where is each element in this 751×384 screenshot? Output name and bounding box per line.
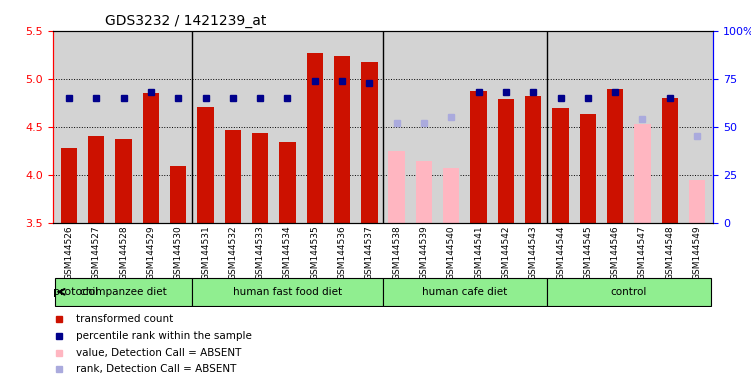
Text: GSM144546: GSM144546 — [611, 225, 620, 280]
Text: GSM144528: GSM144528 — [119, 225, 128, 280]
Text: GSM144540: GSM144540 — [447, 225, 456, 280]
Bar — [580, 114, 596, 223]
Text: GSM144529: GSM144529 — [146, 225, 155, 280]
Text: GSM144548: GSM144548 — [665, 225, 674, 280]
Text: GSM144544: GSM144544 — [556, 225, 565, 280]
Text: protocol: protocol — [53, 287, 98, 297]
Bar — [170, 166, 186, 223]
Text: GSM144530: GSM144530 — [173, 225, 182, 280]
Text: GSM144545: GSM144545 — [584, 225, 593, 280]
Text: GSM144539: GSM144539 — [420, 225, 429, 280]
Text: GSM144538: GSM144538 — [392, 225, 401, 280]
Text: GSM144534: GSM144534 — [283, 225, 292, 280]
Text: GSM144533: GSM144533 — [255, 225, 264, 280]
Text: percentile rank within the sample: percentile rank within the sample — [76, 331, 252, 341]
Bar — [88, 136, 104, 223]
Text: GSM144532: GSM144532 — [228, 225, 237, 280]
Text: GSM144526: GSM144526 — [65, 225, 74, 280]
Text: value, Detection Call = ABSENT: value, Detection Call = ABSENT — [76, 348, 241, 358]
Bar — [552, 108, 569, 223]
Bar — [61, 148, 77, 223]
Bar — [306, 53, 323, 223]
FancyBboxPatch shape — [383, 278, 547, 306]
Text: GSM144535: GSM144535 — [310, 225, 319, 280]
Bar — [525, 96, 541, 223]
Text: human fast food diet: human fast food diet — [233, 287, 342, 297]
Bar — [388, 151, 405, 223]
FancyBboxPatch shape — [56, 278, 192, 306]
FancyBboxPatch shape — [547, 278, 710, 306]
Text: GSM144541: GSM144541 — [474, 225, 483, 280]
Bar — [443, 168, 460, 223]
Bar — [334, 56, 350, 223]
Text: GSM144537: GSM144537 — [365, 225, 374, 280]
Text: GDS3232 / 1421239_at: GDS3232 / 1421239_at — [105, 14, 267, 28]
Text: chimpanzee diet: chimpanzee diet — [80, 287, 167, 297]
Bar — [662, 98, 678, 223]
FancyBboxPatch shape — [192, 278, 383, 306]
Bar — [416, 161, 432, 223]
Bar — [252, 134, 268, 223]
Text: GSM144527: GSM144527 — [92, 225, 101, 280]
Bar — [116, 139, 131, 223]
Bar — [225, 130, 241, 223]
Text: GSM144547: GSM144547 — [638, 225, 647, 280]
Bar — [689, 180, 705, 223]
Text: human cafe diet: human cafe diet — [422, 287, 508, 297]
Text: GSM144542: GSM144542 — [502, 225, 511, 280]
Text: transformed count: transformed count — [76, 314, 173, 324]
Bar — [607, 89, 623, 223]
Text: GSM144536: GSM144536 — [337, 225, 346, 280]
Text: control: control — [611, 287, 647, 297]
Bar — [470, 91, 487, 223]
Bar — [143, 93, 159, 223]
Bar — [498, 99, 514, 223]
Bar — [279, 142, 296, 223]
Text: GSM144543: GSM144543 — [529, 225, 538, 280]
Bar — [635, 124, 650, 223]
Text: GSM144531: GSM144531 — [201, 225, 210, 280]
Text: GSM144549: GSM144549 — [692, 225, 701, 280]
Bar — [361, 63, 378, 223]
Bar — [198, 107, 214, 223]
Text: rank, Detection Call = ABSENT: rank, Detection Call = ABSENT — [76, 364, 236, 374]
